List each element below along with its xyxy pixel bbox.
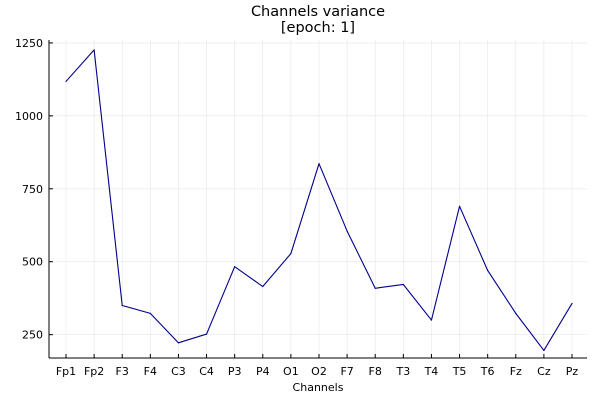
x-tick-label: F3 (116, 365, 129, 378)
x-tick-label: O1 (283, 365, 299, 378)
x-tick-label: C3 (171, 365, 186, 378)
data-point-c3 (177, 342, 180, 344)
series-layer (65, 49, 573, 352)
x-tick-label: F7 (340, 365, 353, 378)
data-point-f8 (374, 287, 376, 289)
data-point-fp2 (93, 49, 95, 51)
x-tick-label: Fp2 (84, 365, 104, 378)
data-point-t6 (487, 269, 489, 272)
chart-title: Channels variance (251, 4, 385, 20)
x-tick-label: T4 (424, 365, 439, 378)
y-tick-label: 500 (22, 256, 43, 269)
x-tick-label: T5 (452, 365, 467, 378)
data-point-o1 (290, 252, 292, 255)
x-tick-label: Fp1 (56, 365, 76, 378)
chart-subtitle: [epoch: 1] (281, 20, 355, 36)
data-point-f7 (346, 230, 348, 232)
data-point-t4 (430, 319, 433, 321)
y-tick-label: 250 (22, 329, 43, 342)
x-tick-labels: Fp1 Fp2 F3 F4 C3 C4 P3 P4 O1 O2 F7 F8 T3 T4 T5 T6 Fz Cz Pz (56, 365, 579, 378)
data-point-c4 (205, 333, 208, 335)
x-tick-label: Fz (510, 365, 522, 378)
x-tick-label: P4 (256, 365, 270, 378)
x-tick-label: T3 (395, 365, 410, 378)
data-point-p3 (234, 266, 236, 268)
grid (49, 40, 587, 358)
x-tick-label: F4 (144, 365, 157, 378)
y-tick-label: 1000 (15, 110, 43, 123)
data-point-t3 (402, 283, 404, 286)
y-tick-label: 750 (22, 183, 43, 196)
data-point-t5 (458, 205, 461, 207)
x-tick-label: T6 (480, 365, 495, 378)
data-point-p4 (262, 285, 264, 288)
data-point-f4 (149, 312, 151, 314)
x-tick-label: Pz (566, 365, 579, 378)
data-point-fz (515, 312, 517, 314)
data-point-f3 (121, 304, 123, 307)
data-point-fp1 (65, 80, 67, 83)
axes (48, 40, 587, 359)
data-point-pz (571, 302, 573, 305)
x-tick-label: O2 (311, 365, 327, 378)
y-tick-label: 1250 (15, 37, 43, 50)
y-tick-labels: 250 500 750 1000 1250 (15, 37, 43, 342)
x-tick-label: F8 (369, 365, 382, 378)
data-point-o2 (318, 163, 320, 165)
x-tick-label: C4 (199, 365, 214, 378)
x-tick-label: Cz (537, 365, 551, 378)
data-point-cz (543, 349, 545, 352)
x-tick-label: P3 (228, 365, 242, 378)
x-axis-label: Channels (293, 381, 344, 394)
